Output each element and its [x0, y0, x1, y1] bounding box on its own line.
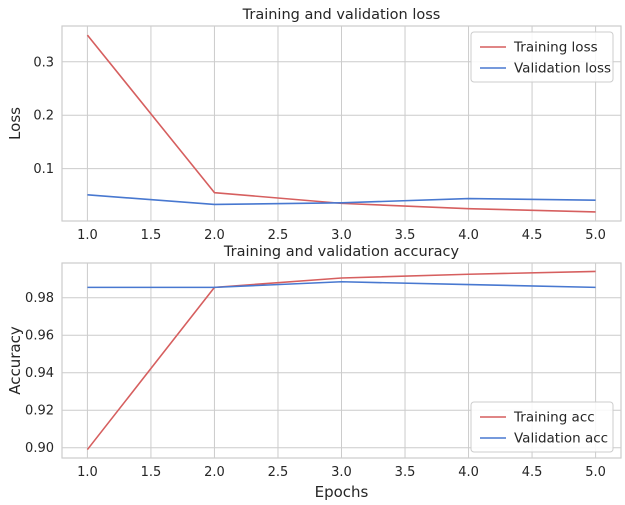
loss-y-tick-label: 0.2 — [33, 109, 54, 124]
loss-x-tick-label: 4.0 — [458, 228, 479, 243]
chart-loss: 1.0 1.5 2.0 2.5 3.0 3.5 4.0 4.5 5.0 0.1 0.2 0.3 Trai… — [6, 7, 622, 243]
chart-accuracy: 1.0 1.5 2.0 2.5 3.0 3.5 4.0 4.5 5.0 0.90 0.92 0.94 0… — [6, 244, 622, 501]
accuracy-y-tick-label: 0.96 — [25, 329, 54, 344]
accuracy-x-tick-label: 4.5 — [522, 465, 543, 480]
loss-legend: Training loss Validation loss — [470, 31, 614, 83]
accuracy-x-axis-label: Epochs — [315, 483, 369, 501]
loss-legend-label: Training loss — [513, 40, 598, 56]
loss-x-tick-label: 1.5 — [141, 228, 162, 243]
loss-y-tick-label: 0.1 — [33, 162, 54, 177]
loss-legend-label: Validation loss — [514, 61, 611, 77]
accuracy-series-line-validation-acc — [87, 280, 596, 289]
loss-legend-box — [470, 31, 614, 83]
accuracy-x-tick-label: 3.0 — [331, 465, 352, 480]
accuracy-y-tick-label: 0.90 — [25, 441, 54, 456]
loss-series-line-validation-loss — [87, 194, 596, 206]
accuracy-legend-label: Validation acc — [514, 431, 608, 447]
accuracy-y-tick-label: 0.94 — [25, 366, 54, 381]
loss-axes-frame — [61, 25, 622, 222]
accuracy-legend-box — [470, 401, 614, 453]
loss-x-tick-label: 1.0 — [77, 228, 98, 243]
accuracy-legend: Training acc Validation acc — [470, 401, 614, 453]
accuracy-legend-label: Training acc — [513, 410, 595, 426]
loss-y-tick-label: 0.3 — [33, 55, 54, 70]
accuracy-series-line-training-acc — [86, 270, 596, 451]
accuracy-y-tick-label: 0.98 — [25, 291, 54, 306]
loss-chart-title: Training and validation loss — [242, 7, 441, 23]
accuracy-axes-frame — [61, 262, 622, 459]
accuracy-x-tick-label: 1.0 — [77, 465, 98, 480]
loss-x-tick-label: 3.5 — [395, 228, 416, 243]
loss-x-tick-label: 2.0 — [204, 228, 225, 243]
accuracy-x-tick-label: 4.0 — [458, 465, 479, 480]
accuracy-x-tick-label: 5.0 — [585, 465, 606, 480]
loss-y-axis-label: Loss — [6, 107, 24, 140]
loss-x-tick-label: 3.0 — [331, 228, 352, 243]
accuracy-y-axis-label: Accuracy — [6, 326, 24, 395]
accuracy-chart-title: Training and validation accuracy — [223, 244, 460, 260]
accuracy-x-tick-label: 1.5 — [141, 465, 162, 480]
loss-x-tick-label: 2.5 — [268, 228, 289, 243]
accuracy-x-tick-label: 3.5 — [395, 465, 416, 480]
accuracy-x-tick-label: 2.5 — [268, 465, 289, 480]
accuracy-x-tick-label: 2.0 — [204, 465, 225, 480]
accuracy-y-tick-label: 0.92 — [25, 404, 54, 419]
loss-x-tick-label: 5.0 — [585, 228, 606, 243]
loss-x-tick-label: 4.5 — [522, 228, 543, 243]
